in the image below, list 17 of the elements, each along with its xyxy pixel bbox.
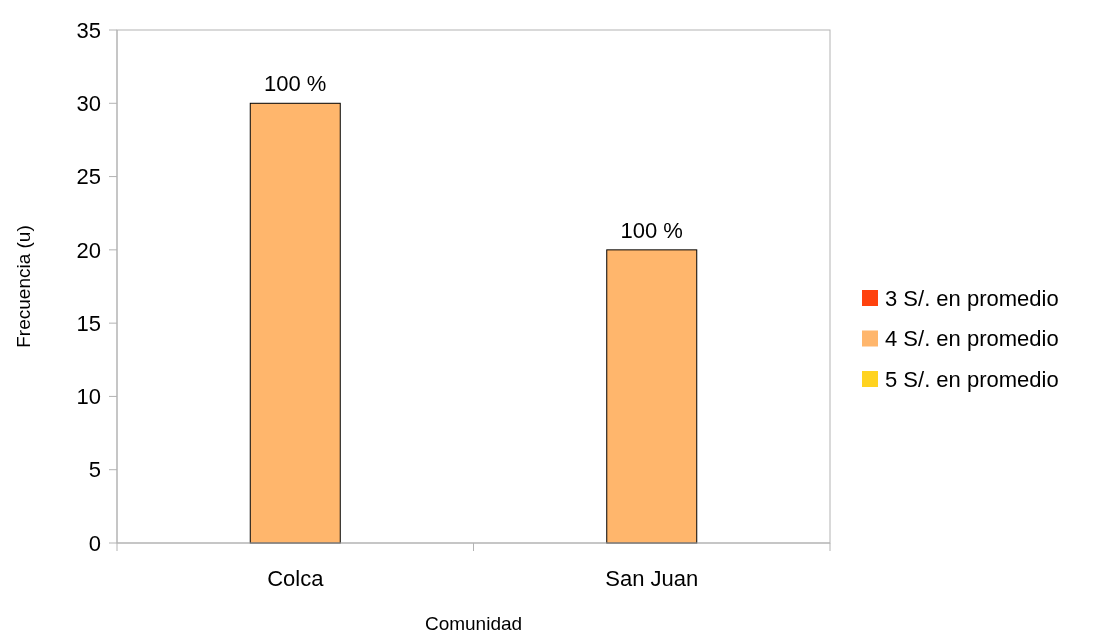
y-tick-label: 20 [76,237,101,263]
y-tick-label: 15 [76,310,101,336]
y-tick-label: 5 [88,457,101,483]
x-tick-label: Colca [267,566,325,591]
y-tick-label: 0 [88,530,101,556]
annotation: 100 % [620,217,683,243]
legend-label: 3 S/. en promedio [885,285,1059,311]
y-axis-title: Frecuencia (u) [13,225,34,348]
y-tick-label: 25 [76,164,101,190]
y-tick-label: 35 [76,17,101,43]
legend-label: 4 S/. en promedio [885,326,1059,352]
legend-label: 5 S/. en promedio [885,366,1059,392]
y-tick-label: 30 [76,90,101,116]
annotation: 100 % [264,71,327,97]
x-tick-label: San Juan [605,566,699,591]
y-tick-label: 10 [76,384,101,410]
x-axis-title: Comunidad [424,613,523,634]
